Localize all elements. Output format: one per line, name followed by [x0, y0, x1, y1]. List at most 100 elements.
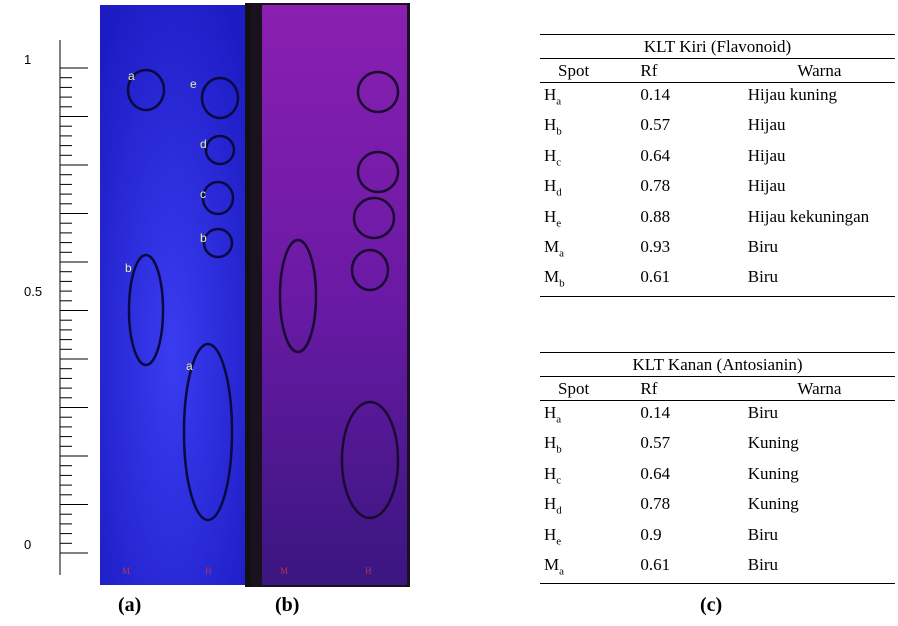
color-cell: Hijau kekuningan [744, 205, 895, 235]
spot-name: H [544, 433, 556, 452]
spot-sub: b [559, 278, 565, 290]
table-title: KLT Kiri (Flavonoid) [540, 35, 895, 59]
spot-cell: Hc [540, 462, 636, 492]
spot-name: H [544, 176, 556, 195]
caption: (c) [700, 594, 722, 617]
table-row: Hd0.78Kuning [540, 492, 895, 522]
spot-cell: He [540, 523, 636, 553]
spot-label: e [190, 77, 197, 91]
column-header: Rf [636, 377, 743, 401]
spot-cell: Mb [540, 265, 636, 296]
color-cell: Biru [744, 553, 895, 584]
spot-sub: e [556, 535, 561, 547]
spot-sub: a [556, 413, 561, 425]
spot-name: H [544, 494, 556, 513]
spot-name: M [544, 267, 559, 286]
rf-cell: 0.14 [636, 401, 743, 432]
ruler-label: 0.5 [24, 284, 42, 299]
spot-name: H [544, 146, 556, 165]
spot-label: b [200, 231, 207, 245]
table-row: Hb0.57Hijau [540, 113, 895, 143]
spot-cell: Ma [540, 235, 636, 265]
spot-sub: a [559, 565, 564, 577]
page: 10.50aedcbbaMHMH KLT Kiri (Flavonoid)Spo… [0, 0, 898, 626]
color-cell: Hijau kuning [744, 83, 895, 114]
spot-label: b [125, 261, 132, 275]
caption: (b) [275, 594, 299, 617]
spot-cell: Hb [540, 113, 636, 143]
table-row: Ma0.93Biru [540, 235, 895, 265]
divider [245, 3, 251, 587]
lane-label: H [365, 566, 372, 576]
table-left: KLT Kiri (Flavonoid)SpotRfWarnaHa0.14Hij… [540, 34, 895, 297]
spot-sub: b [556, 126, 562, 138]
spot-cell: Ha [540, 83, 636, 114]
rf-cell: 0.57 [636, 113, 743, 143]
rf-cell: 0.61 [636, 553, 743, 584]
table-title: KLT Kanan (Antosianin) [540, 353, 895, 377]
column-header: Spot [540, 59, 636, 83]
spot-name: M [544, 555, 559, 574]
spot-cell: Ha [540, 401, 636, 432]
table-row: He 0.88Hijau kekuningan [540, 205, 895, 235]
color-cell: Hijau [744, 144, 895, 174]
column-header: Warna [744, 59, 895, 83]
color-cell: Biru [744, 401, 895, 432]
rf-cell: 0.57 [636, 431, 743, 461]
spot-sub: d [556, 505, 562, 517]
spot-sub: a [559, 247, 564, 259]
rf-cell: 0.64 [636, 462, 743, 492]
lane-label: H [205, 566, 212, 576]
spot-cell: Hd [540, 174, 636, 204]
spot-name: H [544, 403, 556, 422]
spot-sub: a [556, 95, 561, 107]
rf-cell: 0.88 [636, 205, 743, 235]
plate-b [262, 5, 407, 585]
title-row: KLT Kiri (Flavonoid) [540, 35, 895, 59]
lane-label: M [280, 566, 288, 576]
spot-label: a [186, 359, 193, 373]
spot-sub: d [556, 187, 562, 199]
header-row: SpotRfWarna [540, 59, 895, 83]
spot-name: H [544, 525, 556, 544]
spot-cell: Hb [540, 431, 636, 461]
spot-cell: Hc [540, 144, 636, 174]
color-cell: Hijau [744, 174, 895, 204]
color-cell: Kuning [744, 431, 895, 461]
color-cell: Kuning [744, 492, 895, 522]
lane-label: M [122, 566, 130, 576]
spot-sub: c [556, 156, 561, 168]
ruler-label: 1 [24, 52, 31, 67]
spot-name: H [544, 207, 556, 226]
ruler-label: 0 [24, 537, 31, 552]
spot-cell: Hd [540, 492, 636, 522]
spot-name: H [544, 85, 556, 104]
rf-cell: 0.78 [636, 174, 743, 204]
spot-sub: b [556, 444, 562, 456]
spot-label: c [200, 187, 206, 201]
caption: (a) [118, 594, 141, 617]
color-cell: Hijau [744, 113, 895, 143]
rf-cell: 0.78 [636, 492, 743, 522]
color-cell: Kuning [744, 462, 895, 492]
spot-label: d [200, 137, 207, 151]
column-header: Spot [540, 377, 636, 401]
rf-cell: 0.93 [636, 235, 743, 265]
rf-cell: 0.14 [636, 83, 743, 114]
spot-name: H [544, 464, 556, 483]
rf-cell: 0.61 [636, 265, 743, 296]
rf-cell: 0.9 [636, 523, 743, 553]
color-cell: Biru [744, 235, 895, 265]
spot-sub: c [556, 474, 561, 486]
spot-sub: e [556, 217, 561, 229]
